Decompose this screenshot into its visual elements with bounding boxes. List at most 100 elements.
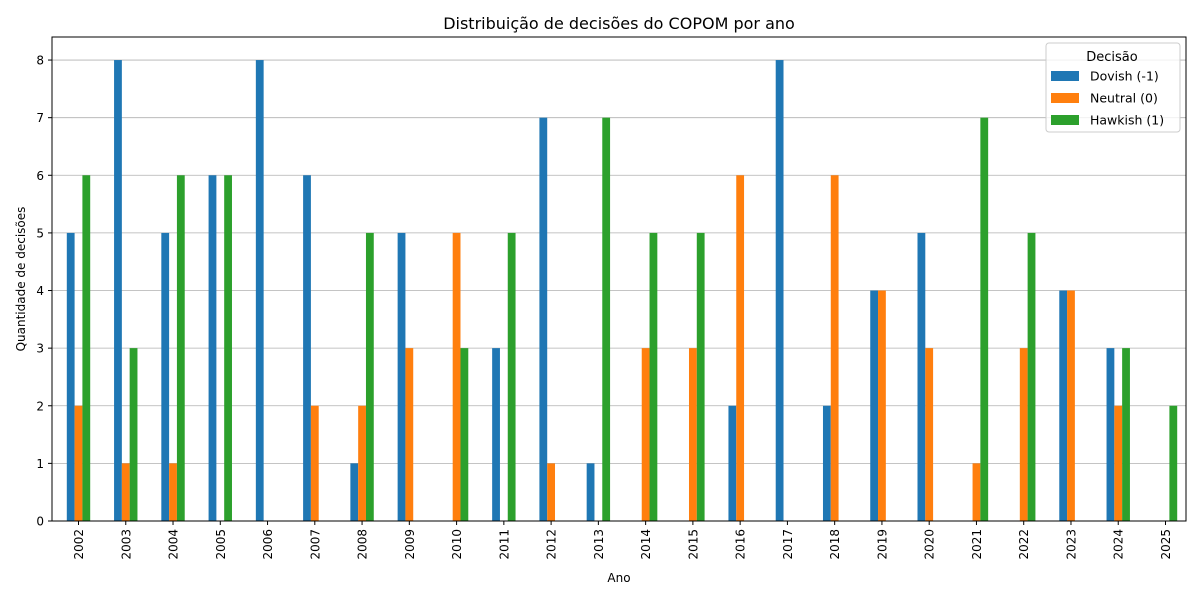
x-tick-label: 2014	[639, 529, 653, 560]
x-tick-label: 2003	[119, 529, 133, 560]
bar	[397, 232, 406, 521]
x-tick-label: 2019	[875, 529, 889, 560]
x-tick-label: 2004	[167, 529, 181, 560]
bar	[1067, 290, 1075, 521]
bar	[460, 348, 469, 521]
bar	[121, 463, 130, 521]
x-tick-label: 2017	[781, 529, 795, 560]
bar	[452, 232, 461, 521]
y-tick-label: 6	[36, 169, 44, 183]
bar	[728, 405, 737, 521]
x-tick-label: 2006	[261, 529, 275, 560]
bar	[310, 405, 319, 521]
legend-swatch	[1051, 115, 1079, 125]
bar	[1019, 348, 1028, 521]
bar	[586, 463, 595, 521]
bar	[917, 232, 926, 521]
bar	[82, 175, 91, 522]
bar	[1114, 405, 1123, 521]
bar	[66, 232, 75, 521]
y-tick-label: 1	[36, 457, 44, 471]
x-tick-label: 2015	[686, 529, 700, 560]
x-tick-label: 2009	[403, 529, 417, 560]
x-tick-label: 2025	[1159, 529, 1173, 560]
chart-title: Distribuição de decisões do COPOM por an…	[443, 14, 795, 33]
bar	[161, 232, 170, 521]
legend-label: Neutral (0)	[1090, 91, 1158, 106]
bar	[74, 405, 83, 521]
bar	[507, 232, 516, 521]
x-tick-label: 2005	[214, 529, 228, 560]
x-tick-label: 2023	[1064, 529, 1078, 560]
bar	[365, 232, 374, 521]
bar	[208, 175, 217, 522]
legend-label: Hawkish (1)	[1090, 113, 1164, 128]
y-tick-label: 4	[36, 284, 44, 298]
bar	[1122, 348, 1130, 521]
bar	[1106, 348, 1115, 521]
bar	[350, 463, 359, 521]
bar	[980, 117, 989, 522]
y-tick-label: 0	[36, 515, 44, 529]
legend-swatch	[1051, 71, 1079, 81]
x-tick-label: 2022	[1017, 529, 1031, 560]
bar	[547, 463, 556, 521]
legend-title: Decisão	[1086, 50, 1138, 65]
y-tick-label: 2	[36, 399, 44, 413]
legend-label: Dovish (-1)	[1090, 69, 1159, 84]
x-tick-label: 2018	[828, 529, 842, 560]
bar	[822, 405, 831, 521]
x-tick-label: 2024	[1112, 529, 1126, 560]
bar	[925, 348, 934, 521]
y-axis-ticks: 0 1 2 3 4 5 6 7 8	[36, 54, 52, 529]
bar	[358, 405, 366, 521]
plot-frame	[51, 36, 1187, 522]
x-tick-label: 2010	[450, 529, 464, 560]
x-tick-label: 2002	[72, 529, 86, 560]
bar	[602, 117, 611, 522]
x-tick-label: 2007	[308, 529, 322, 560]
x-axis-ticks: 2002 2003 2004 2005 2006 2007 2008 2009 2010 2011…	[72, 521, 1173, 560]
bar	[775, 60, 784, 522]
x-tick-label: 2012	[545, 529, 559, 560]
bar	[1059, 290, 1068, 521]
y-tick-label: 3	[36, 342, 44, 356]
bar	[114, 60, 122, 522]
bar	[830, 175, 839, 522]
bar	[303, 175, 311, 522]
bar	[649, 232, 658, 521]
x-tick-label: 2013	[592, 529, 606, 560]
bar	[405, 348, 414, 521]
y-tick-label: 7	[36, 111, 44, 125]
x-tick-label: 2021	[970, 529, 984, 560]
bar	[129, 348, 138, 521]
bar	[878, 290, 886, 521]
bar	[224, 175, 232, 522]
y-axis-label: Quantidade de decisões	[14, 207, 28, 352]
x-tick-label: 2016	[734, 529, 748, 560]
bar	[169, 463, 177, 521]
y-tick-label: 5	[36, 226, 44, 240]
bar	[492, 348, 500, 521]
bar	[736, 175, 745, 522]
x-tick-label: 2020	[923, 529, 937, 560]
bar	[539, 117, 548, 522]
legend-swatch	[1051, 93, 1079, 103]
legend: Decisão Dovish (-1) Neutral (0) Hawkish (1…	[1045, 42, 1181, 133]
x-tick-label: 2011	[497, 529, 511, 560]
bar	[255, 60, 264, 522]
bar	[176, 175, 185, 522]
x-axis-label: Ano	[607, 571, 630, 585]
bar	[641, 348, 650, 521]
legend-box	[1045, 42, 1181, 133]
bar	[870, 290, 879, 521]
bar	[972, 463, 981, 521]
grid-lines	[52, 59, 1186, 522]
bars	[66, 60, 1178, 522]
bar	[696, 232, 705, 521]
bar	[1027, 232, 1036, 521]
x-tick-label: 2008	[356, 529, 370, 560]
bar	[1169, 405, 1178, 521]
bar	[688, 348, 697, 521]
